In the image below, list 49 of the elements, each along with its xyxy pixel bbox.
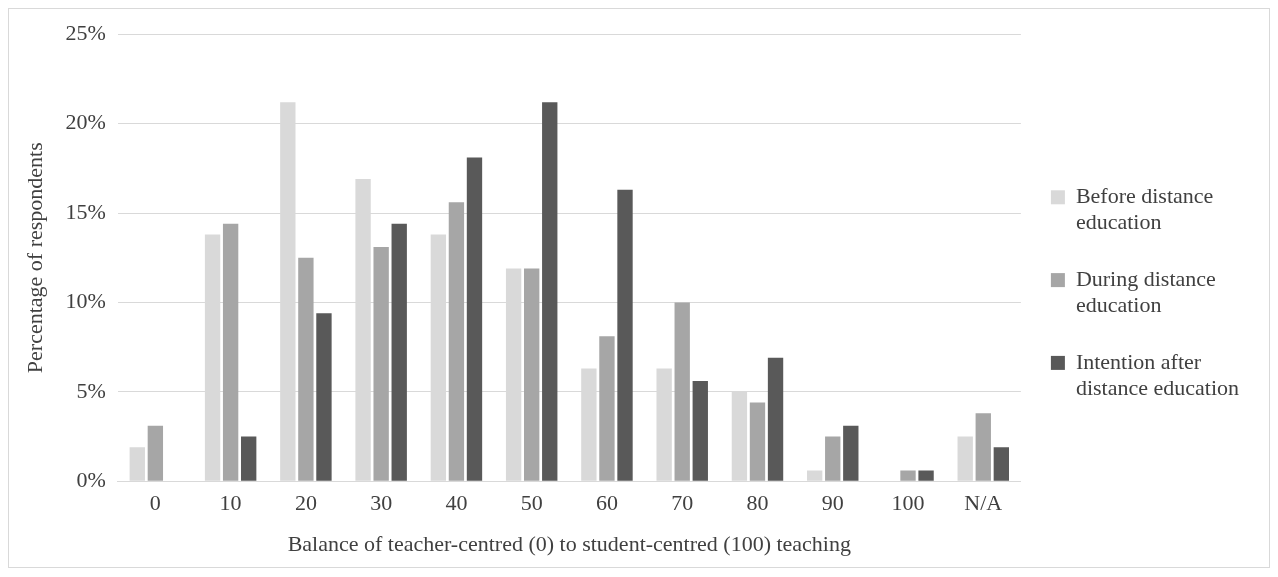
bar (993, 447, 1010, 481)
bar (843, 425, 859, 481)
legend-label: During distance education (1075, 265, 1216, 318)
bar (749, 402, 766, 481)
legend-label: Intention after distance education (1075, 348, 1240, 401)
x-tick-label: N/A (964, 490, 1003, 516)
bar (674, 302, 690, 481)
bar (391, 223, 407, 481)
bar (599, 336, 615, 481)
bar (617, 189, 633, 481)
x-tick-label: 10 (219, 490, 242, 516)
x-tick-label: 100 (891, 490, 925, 516)
bar (975, 413, 991, 481)
bar (298, 257, 314, 481)
x-tick-label: 20 (294, 490, 317, 516)
y-tick-label: 0% (76, 466, 106, 492)
y-tick-label: 5% (76, 377, 106, 403)
bar (373, 246, 389, 481)
bar (448, 202, 465, 481)
x-tick-label: 70 (671, 490, 694, 516)
y-tick-label: 10% (65, 288, 106, 314)
bar (241, 436, 257, 481)
bar (807, 470, 823, 481)
bar (957, 436, 973, 481)
bar (147, 425, 164, 481)
bar (918, 470, 934, 481)
bar (524, 268, 540, 481)
x-tick-label: 0 (149, 490, 161, 516)
bar (222, 223, 239, 481)
y-tick-label: 15% (65, 198, 106, 224)
x-tick-label: 30 (370, 490, 393, 516)
bar (542, 102, 558, 481)
bar (692, 381, 708, 481)
legend-label: Before distance education (1075, 183, 1214, 235)
bar (129, 447, 145, 481)
x-tick-label: 60 (595, 490, 618, 516)
x-tick-label: 50 (520, 490, 543, 516)
y-tick-label: 25% (65, 19, 106, 45)
x-tick-label: 80 (746, 490, 769, 516)
y-axis-title: Percentage of respondents (21, 142, 47, 374)
bar (316, 313, 332, 481)
x-axis-title: Balance of teacher-centred (0) to student-centred (100) teaching (287, 530, 851, 556)
bar (825, 436, 841, 481)
x-tick-label: 90 (821, 490, 844, 516)
y-tick-label: 20% (65, 109, 106, 135)
bar (900, 470, 916, 481)
bar (767, 357, 784, 481)
x-tick-label: 40 (445, 490, 468, 516)
bar (466, 157, 483, 481)
